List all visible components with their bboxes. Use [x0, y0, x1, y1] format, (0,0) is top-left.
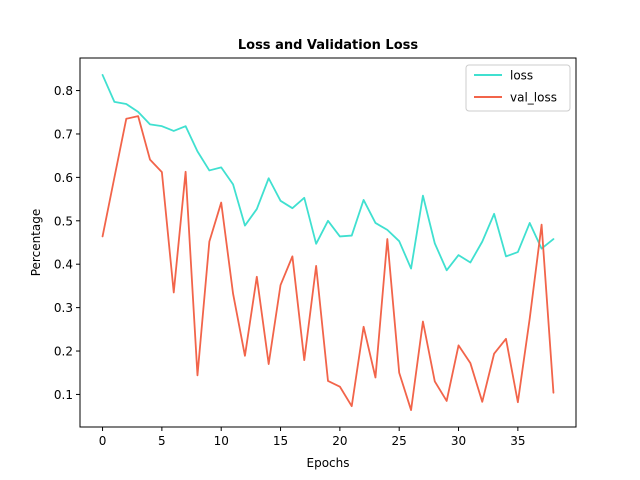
legend-label-loss: loss [510, 69, 533, 83]
plot-area [79, 57, 577, 428]
x-tick-label: 5 [158, 434, 166, 448]
legend-box [465, 64, 571, 112]
y-tick-label: 0.1 [54, 388, 73, 402]
series-line-val-loss [101, 115, 555, 411]
y-tick-label: 0.4 [54, 258, 73, 272]
x-axis-label: Epochs [307, 456, 350, 470]
chart-title: Loss and Validation Loss [238, 38, 419, 53]
x-tick-label: 0 [99, 434, 107, 448]
y-tick-label: 0.3 [54, 301, 73, 315]
x-tick-label: 25 [392, 434, 407, 448]
y-tick-label: 0.7 [54, 127, 73, 141]
x-tick-label: 20 [332, 434, 347, 448]
x-axis: 0 5 10 15 20 25 30 35 [99, 427, 525, 448]
x-tick-label: 35 [510, 434, 525, 448]
x-tick-label: 10 [214, 434, 229, 448]
x-tick-label: 15 [273, 434, 288, 448]
series-line-loss [101, 74, 555, 272]
series-lines [101, 74, 555, 411]
legend-label-val-loss: val_loss [510, 91, 557, 105]
y-tick-label: 0.6 [54, 171, 73, 185]
y-tick-label: 0.8 [54, 84, 73, 98]
legend: loss val_loss [465, 64, 571, 112]
x-tick-label: 30 [451, 434, 466, 448]
y-tick-label: 0.2 [54, 345, 73, 359]
y-tick-label: 0.5 [54, 214, 73, 228]
y-axis-label: Percentage [29, 209, 43, 277]
y-axis: 0.1 0.2 0.3 0.4 0.5 0.6 0.7 0.8 [54, 84, 80, 402]
